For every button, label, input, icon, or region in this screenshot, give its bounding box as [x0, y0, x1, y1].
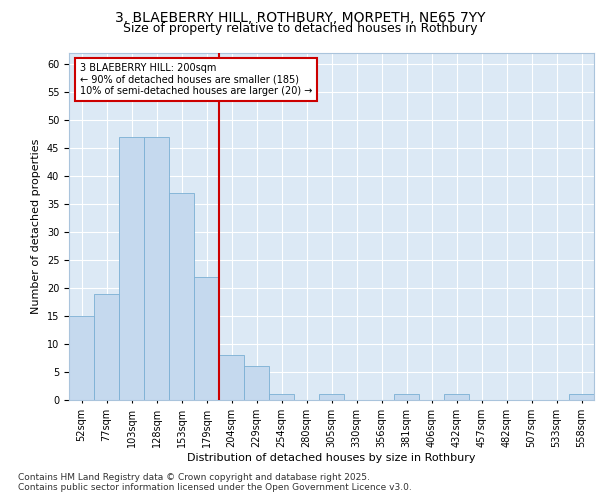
Bar: [144, 136, 169, 400]
Bar: [269, 394, 294, 400]
Bar: [444, 394, 469, 400]
Bar: [169, 192, 194, 400]
Text: Contains HM Land Registry data © Crown copyright and database right 2025.
Contai: Contains HM Land Registry data © Crown c…: [18, 472, 412, 492]
Bar: [219, 355, 244, 400]
Bar: [244, 366, 269, 400]
Bar: [119, 136, 144, 400]
Bar: [569, 394, 594, 400]
Bar: [94, 294, 119, 400]
Bar: [69, 316, 94, 400]
Text: Size of property relative to detached houses in Rothbury: Size of property relative to detached ho…: [123, 22, 477, 35]
Bar: [394, 394, 419, 400]
Y-axis label: Number of detached properties: Number of detached properties: [31, 138, 41, 314]
Text: 3, BLAEBERRY HILL, ROTHBURY, MORPETH, NE65 7YY: 3, BLAEBERRY HILL, ROTHBURY, MORPETH, NE…: [115, 11, 485, 25]
Bar: [319, 394, 344, 400]
Bar: [194, 276, 219, 400]
X-axis label: Distribution of detached houses by size in Rothbury: Distribution of detached houses by size …: [187, 452, 476, 462]
Text: 3 BLAEBERRY HILL: 200sqm
← 90% of detached houses are smaller (185)
10% of semi-: 3 BLAEBERRY HILL: 200sqm ← 90% of detach…: [79, 63, 312, 96]
